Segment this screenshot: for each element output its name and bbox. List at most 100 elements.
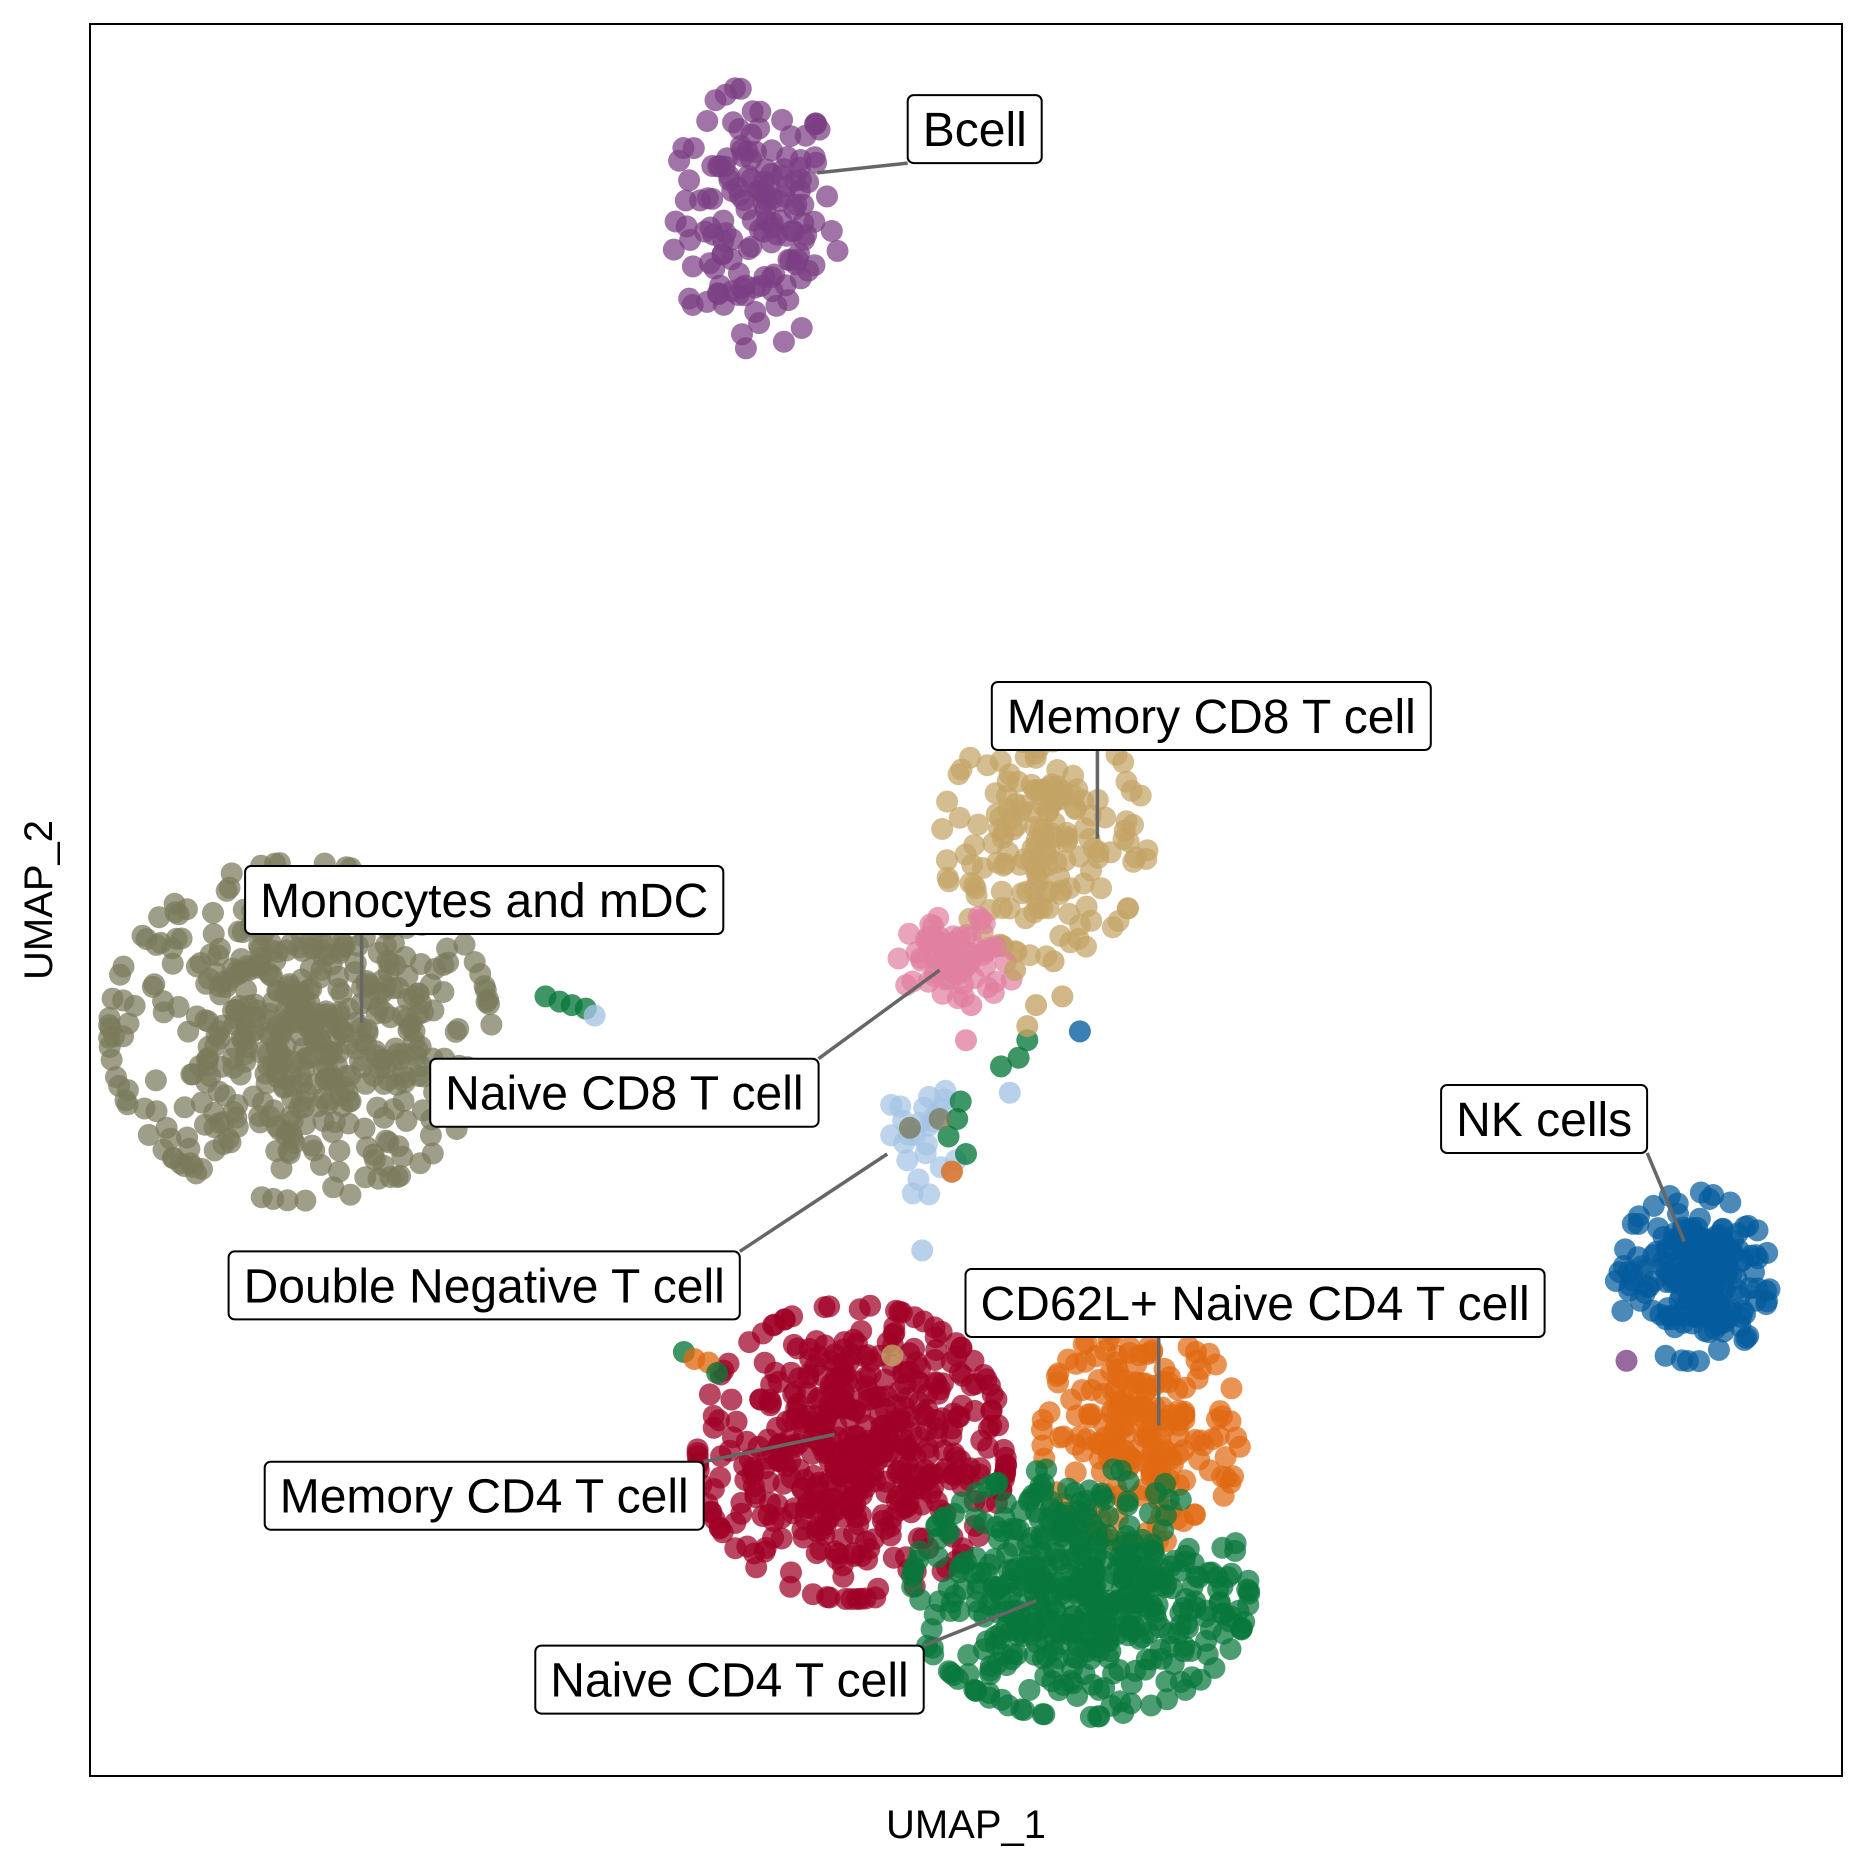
data-point	[662, 238, 685, 261]
data-point	[463, 951, 486, 973]
data-point	[1063, 1514, 1086, 1536]
data-point	[1047, 1571, 1070, 1594]
label-box	[227, 1250, 741, 1321]
data-point	[1018, 944, 1041, 967]
data-point	[990, 880, 1013, 903]
data-point	[832, 1565, 855, 1588]
data-point	[805, 1330, 828, 1353]
data-point	[797, 1363, 820, 1386]
data-point	[749, 275, 772, 297]
data-point	[849, 1587, 872, 1610]
data-point	[991, 897, 1014, 920]
data-point	[244, 993, 266, 1016]
data-point	[312, 1018, 335, 1041]
data-point	[202, 923, 225, 945]
data-point	[1044, 1542, 1067, 1564]
data-point	[900, 1501, 923, 1524]
data-point	[882, 1546, 905, 1569]
data-point	[294, 1189, 317, 1212]
data-point	[1075, 1499, 1098, 1522]
data-point	[1021, 1484, 1044, 1507]
data-point	[1654, 1344, 1677, 1367]
data-point	[583, 1004, 606, 1027]
plot-frame	[89, 23, 1843, 1777]
data-point	[901, 1575, 924, 1598]
data-point	[945, 1345, 968, 1367]
data-point	[1101, 916, 1124, 939]
data-point	[112, 1025, 135, 1048]
data-point	[1140, 1694, 1163, 1717]
data-point	[984, 1472, 1007, 1495]
data-point	[1688, 1207, 1711, 1230]
data-point	[354, 1166, 377, 1189]
data-point	[1745, 1244, 1767, 1267]
data-point	[1090, 1485, 1113, 1508]
data-point	[689, 189, 712, 212]
data-point	[973, 912, 996, 935]
data-point	[893, 1396, 916, 1419]
data-point	[1124, 846, 1147, 869]
data-point	[908, 1540, 931, 1563]
data-point	[912, 1310, 935, 1333]
data-point	[946, 1108, 969, 1130]
data-point	[960, 1374, 983, 1397]
data-point	[1072, 1440, 1094, 1463]
data-point	[905, 941, 928, 964]
data-point	[1013, 1699, 1035, 1722]
data-point	[161, 937, 184, 960]
data-point	[947, 1406, 970, 1429]
data-point	[332, 936, 354, 959]
data-point	[453, 933, 476, 956]
data-point	[911, 1239, 934, 1262]
data-point	[327, 965, 350, 988]
data-point	[1099, 1441, 1122, 1464]
data-point	[339, 1090, 362, 1113]
cluster-naive-cd8-t-cell	[887, 905, 1023, 1010]
data-point	[309, 1153, 332, 1176]
data-point	[217, 1127, 240, 1150]
cluster-naive-cd4-t-cell	[901, 1458, 1261, 1728]
data-point	[323, 1111, 346, 1134]
data-point	[1670, 1266, 1692, 1289]
data-point	[873, 1368, 896, 1391]
data-point	[1036, 854, 1059, 877]
data-point	[844, 1493, 867, 1516]
data-point	[855, 1530, 877, 1553]
data-point	[143, 973, 166, 996]
data-point	[1135, 1379, 1157, 1401]
data-point	[478, 993, 500, 1016]
data-point	[1052, 1425, 1075, 1448]
data-point	[173, 1155, 196, 1177]
data-point	[131, 924, 154, 947]
data-point	[1112, 751, 1135, 774]
data-point	[931, 1372, 954, 1395]
data-point	[826, 239, 849, 262]
data-point	[990, 1520, 1013, 1543]
data-point	[681, 255, 704, 278]
cluster-label-naive-cd8-t-cell: Naive CD8 T cell	[429, 968, 941, 1128]
data-point	[990, 1055, 1012, 1078]
label-leader-line	[1645, 1152, 1686, 1243]
data-point	[395, 1109, 418, 1132]
data-point	[1712, 1232, 1735, 1255]
data-point	[1033, 1608, 1055, 1630]
data-point	[1155, 1440, 1177, 1463]
data-point	[1047, 1679, 1070, 1702]
data-point	[931, 818, 954, 840]
data-point	[1030, 1418, 1053, 1441]
data-point	[936, 790, 959, 813]
data-point	[1120, 779, 1143, 802]
data-point	[907, 1168, 930, 1191]
data-point	[210, 1055, 233, 1078]
data-point	[248, 935, 271, 957]
data-point	[1216, 1566, 1239, 1589]
label-leader-line	[703, 1432, 835, 1464]
data-point	[1186, 1367, 1209, 1390]
data-point	[1013, 848, 1036, 870]
data-point	[1220, 1377, 1243, 1400]
data-point	[152, 1138, 175, 1161]
data-point	[781, 1305, 804, 1328]
data-point	[1145, 1482, 1168, 1504]
data-point	[792, 193, 815, 216]
data-point	[1088, 1640, 1110, 1663]
